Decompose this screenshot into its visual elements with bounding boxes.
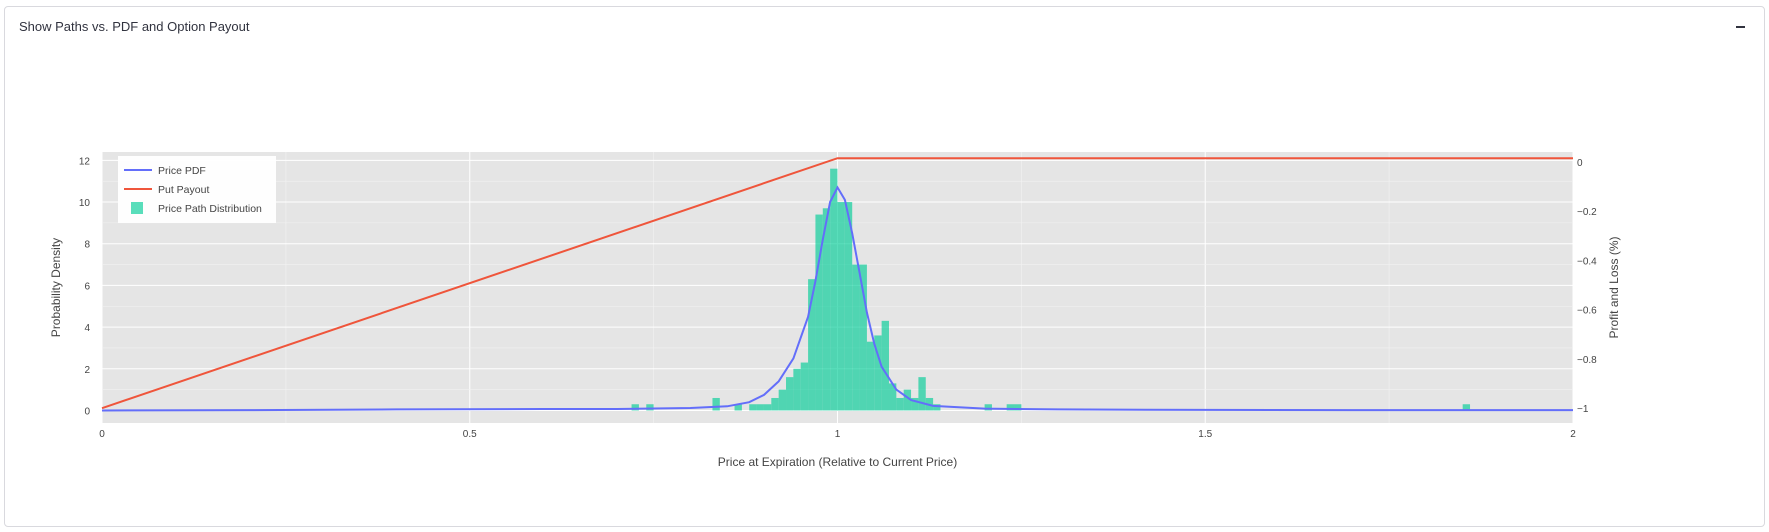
histogram-bar (859, 264, 867, 411)
histogram-bar (903, 389, 912, 411)
x-tick-label: 1 (835, 429, 841, 440)
y2-axis-title: Profit and Loss (%) (1607, 236, 1621, 338)
y2-tick-label: −0.2 (1577, 207, 1597, 218)
histogram-bar (1462, 404, 1471, 411)
histogram-bar (631, 404, 639, 411)
y-tick-label: 0 (84, 406, 90, 417)
legend-label: Price Path Distribution (158, 203, 262, 215)
x-tick-label: 1.5 (1198, 429, 1212, 440)
x-tick-label: 2 (1570, 429, 1576, 440)
histogram-bar (844, 202, 853, 411)
x-tick-label: 0 (99, 429, 105, 440)
histogram-bar (896, 397, 904, 411)
histogram-bar (933, 404, 941, 411)
histogram-bar (866, 341, 875, 411)
histogram-bar (815, 214, 823, 411)
histogram-bar (918, 377, 926, 411)
panel-title[interactable]: Show Paths vs. PDF and Option Payout (19, 19, 250, 34)
histogram-bar (800, 362, 809, 411)
histogram-bar (984, 404, 992, 411)
y2-tick-label: −0.6 (1577, 306, 1597, 317)
x-axis-title: Price at Expiration (Relative to Current… (718, 455, 957, 469)
legend-swatch-bar (131, 202, 143, 214)
y-axis-title: Probability Density (49, 238, 63, 337)
legend: Price PDF Put Payout Price Path Distributi… (118, 156, 276, 223)
histogram-bar (852, 264, 860, 411)
payout-line (101, 157, 1573, 410)
histogram-bar (911, 397, 919, 411)
histogram-bar (874, 335, 882, 411)
histogram-bar (778, 389, 787, 411)
y-tick-label: 12 (79, 156, 91, 167)
pdf-line (101, 185, 1573, 412)
y2-tick-label: 0 (1577, 158, 1583, 169)
histogram-bar (786, 377, 794, 411)
histogram-bar (749, 404, 757, 411)
y-tick-label: 6 (84, 281, 90, 292)
histogram-bar (646, 404, 654, 411)
y2-tick-label: −0.8 (1577, 355, 1597, 366)
histogram-bar (1006, 404, 1015, 411)
histogram-bar (712, 397, 720, 411)
histogram-bar (822, 208, 831, 411)
y-tick-label: 8 (84, 240, 90, 251)
histogram-bar (888, 383, 897, 411)
histogram-bar (793, 368, 801, 411)
x-tick-label: 0.5 (463, 429, 477, 440)
y-tick-label: 4 (84, 323, 90, 334)
y2-tick-label: −1 (1577, 404, 1589, 415)
legend-label: Put Payout (158, 184, 209, 196)
histogram-bar (881, 320, 889, 411)
y-tick-label: 2 (84, 365, 90, 376)
y-tick-label: 10 (79, 198, 91, 209)
legend-label: Price PDF (158, 165, 206, 177)
histogram-bar (830, 168, 838, 411)
histogram-bar (756, 404, 764, 411)
histogram-bar (771, 397, 779, 411)
collapse-icon[interactable] (1736, 21, 1746, 31)
histogram-bar (808, 279, 816, 411)
histogram-bar (1014, 404, 1022, 411)
histogram-bar (837, 202, 845, 411)
histogram-bar (763, 404, 772, 411)
histogram-bar (734, 404, 742, 411)
y2-tick-label: −0.4 (1577, 256, 1597, 267)
